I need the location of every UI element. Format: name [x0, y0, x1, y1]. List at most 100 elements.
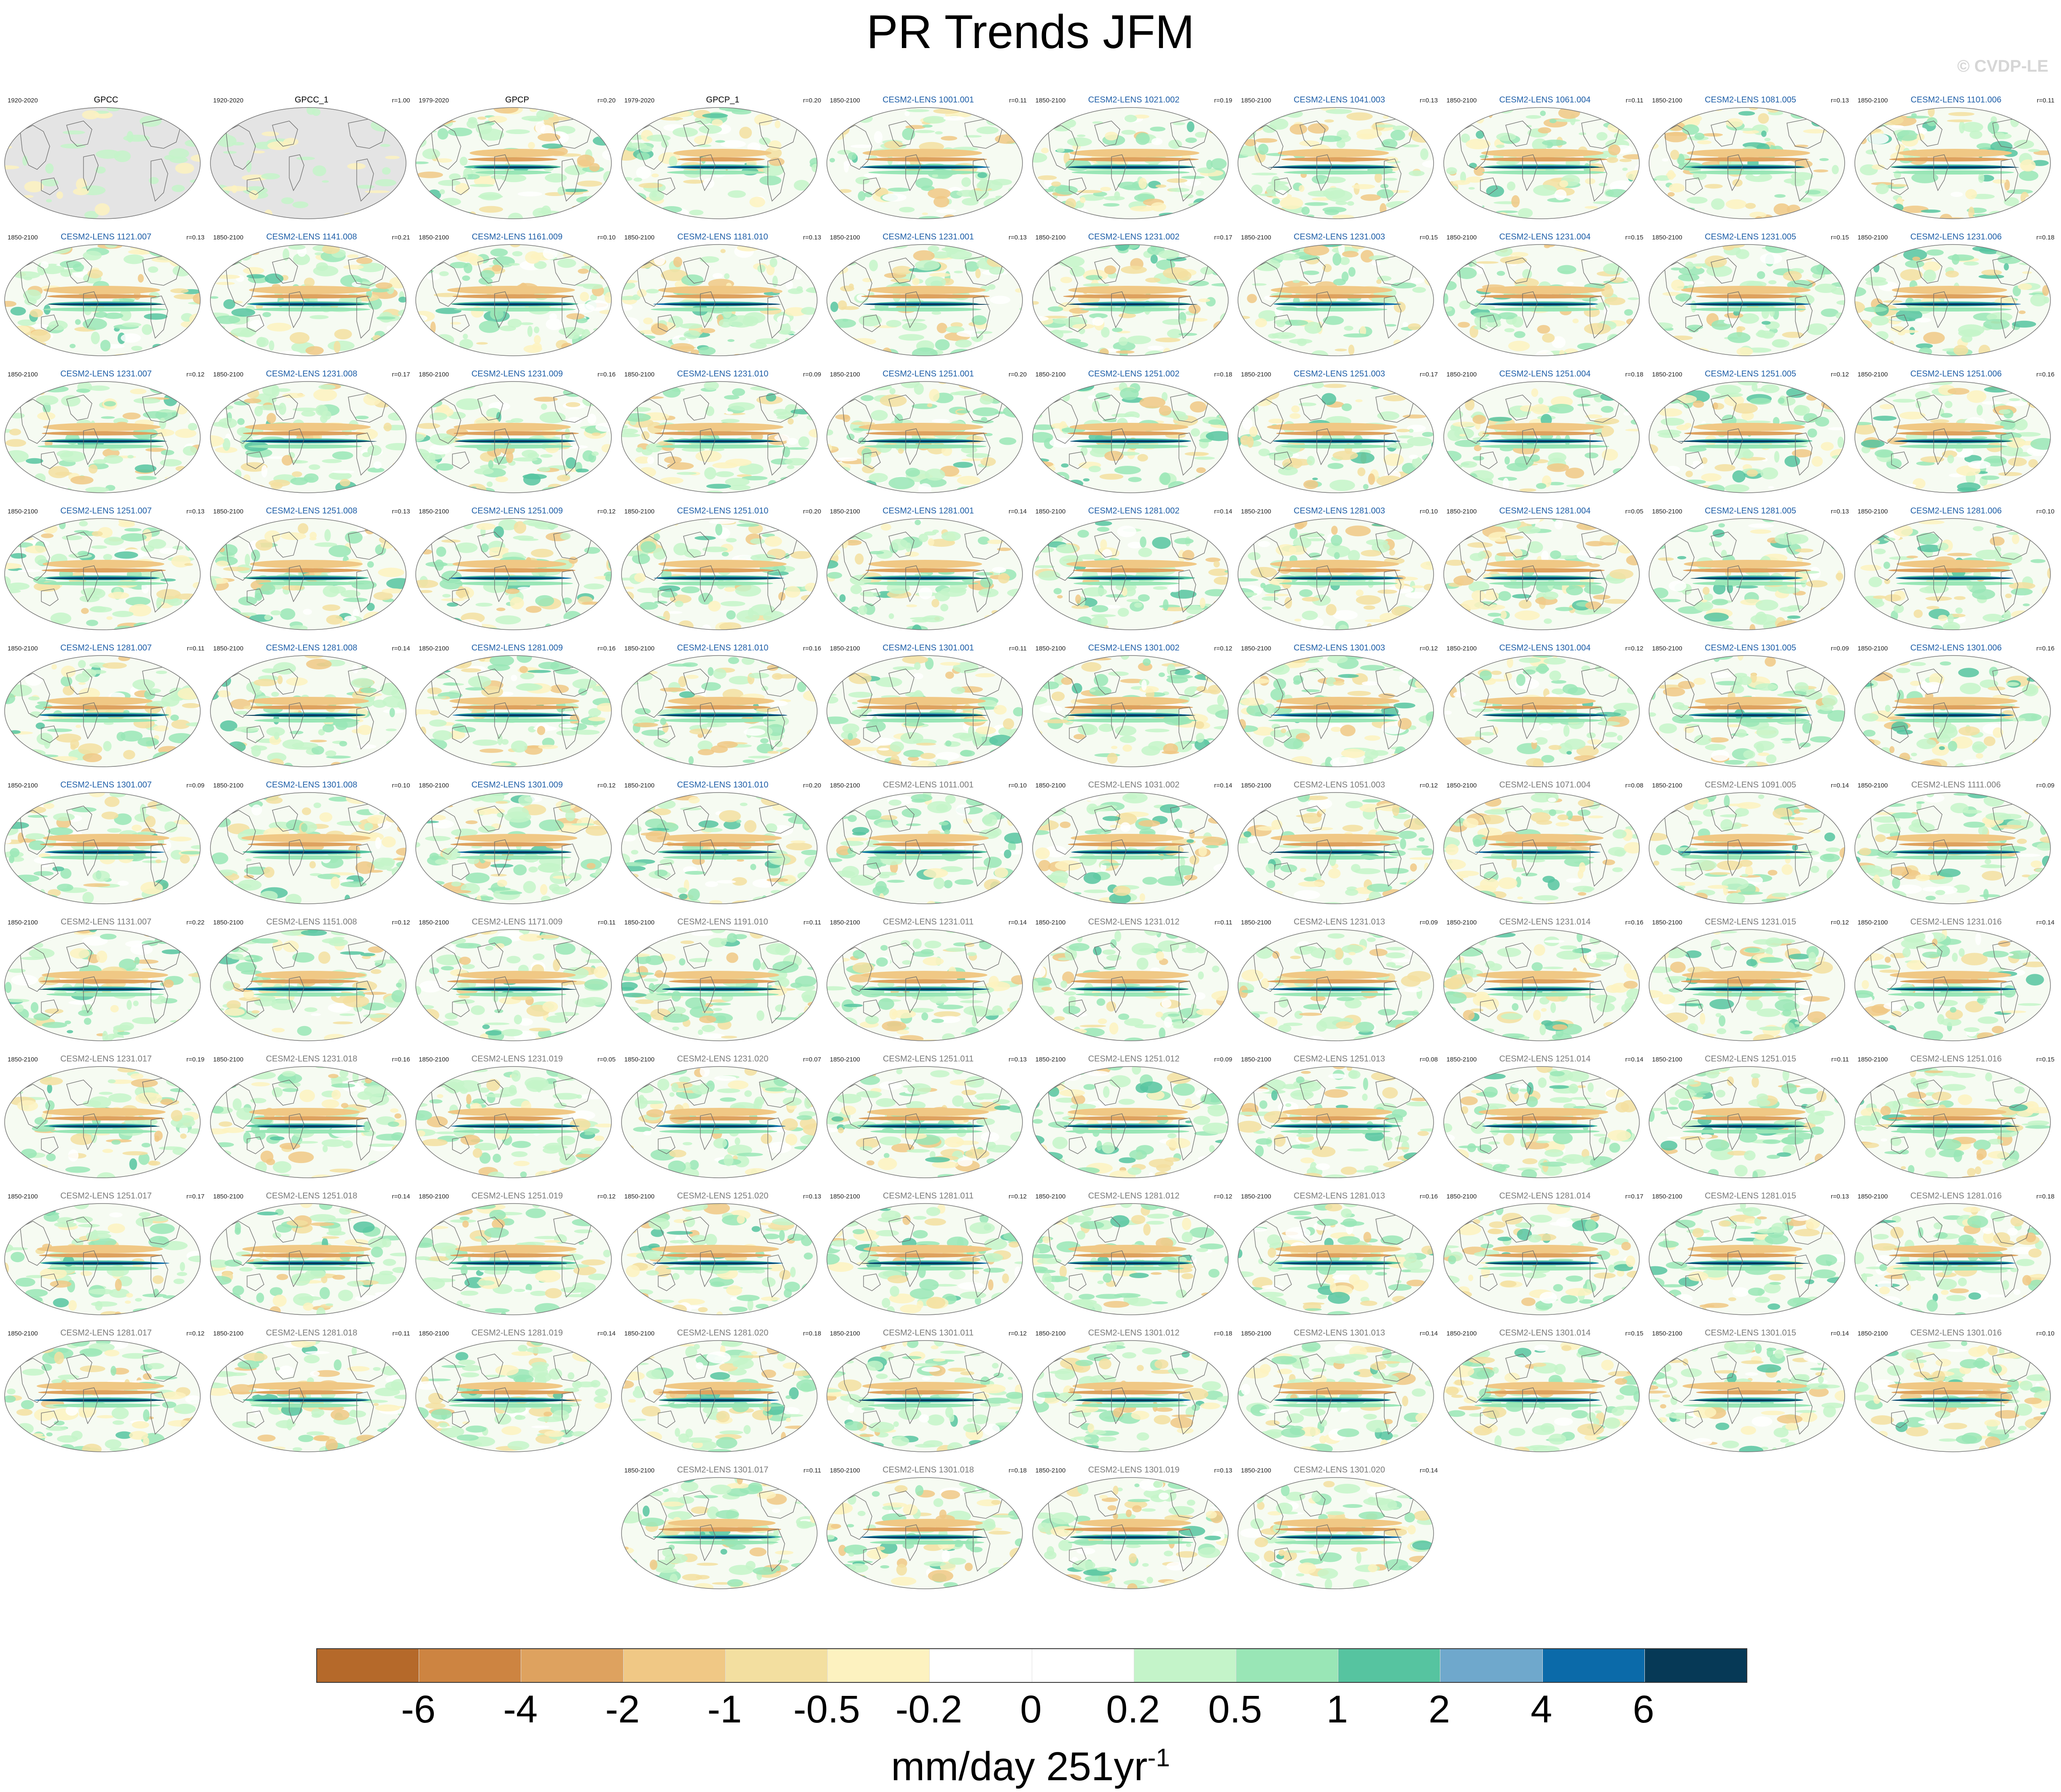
colorbar-tick-label: -4 — [503, 1686, 538, 1733]
panel-correlation: r=0.11 — [187, 645, 204, 652]
colorbar-tick-label: 0.2 — [1106, 1686, 1160, 1733]
panel-label: GPCC_1 — [209, 95, 414, 105]
panel-correlation: r=0.14 — [1009, 919, 1027, 926]
panel-correlation: r=0.15 — [1625, 234, 1644, 241]
panel-correlation: r=0.13 — [803, 234, 821, 241]
panel-label: CESM2-LENS 1231.020 — [620, 1054, 826, 1064]
panel-correlation: r=0.12 — [186, 1330, 204, 1337]
panel-correlation: r=0.14 — [1420, 1330, 1438, 1337]
panel-correlation: r=0.11 — [1831, 1056, 1849, 1063]
trend-map — [209, 517, 407, 631]
panel-label: CESM2-LENS 1061.004 — [1442, 95, 1648, 105]
panel-label: CESM2-LENS 1251.006 — [1854, 369, 2059, 379]
panel-label: CESM2-LENS 1191.010 — [620, 917, 826, 927]
panel-correlation: r=0.12 — [597, 508, 616, 515]
panel-label: CESM2-LENS 1251.012 — [1031, 1054, 1237, 1064]
panel-correlation: r=0.11 — [1626, 97, 1644, 104]
trend-map — [1648, 517, 1846, 631]
panel-correlation: r=0.14 — [392, 1193, 410, 1200]
trend-map — [3, 791, 202, 905]
colorbar-swatch — [419, 1649, 521, 1682]
panel-label: CESM2-LENS 1231.007 — [3, 369, 209, 379]
trend-map — [1442, 1339, 1641, 1453]
panel-label: CESM2-LENS 1301.010 — [620, 780, 826, 790]
trend-map — [1442, 380, 1641, 494]
trend-map — [209, 1065, 407, 1179]
panel-correlation: r=0.18 — [1625, 371, 1644, 378]
trend-map — [1442, 1202, 1641, 1316]
panel-correlation: r=0.14 — [1625, 1056, 1644, 1063]
panel-correlation: r=0.22 — [186, 919, 204, 926]
trend-map — [826, 380, 1024, 494]
panel-label: CESM2-LENS 1281.001 — [826, 506, 1031, 516]
colorbar-swatch — [1645, 1649, 1746, 1682]
panel-label: CESM2-LENS 1231.002 — [1031, 232, 1237, 242]
panel-correlation: r=0.20 — [803, 508, 821, 515]
panel-label: CESM2-LENS 1281.003 — [1237, 506, 1442, 516]
panel-label: CESM2-LENS 1281.005 — [1648, 506, 1853, 516]
panel-label: CESM2-LENS 1301.005 — [1648, 643, 1853, 653]
trend-map — [209, 654, 407, 768]
trend-map — [1237, 517, 1435, 631]
panel-label: CESM2-LENS 1231.018 — [209, 1054, 414, 1064]
panel-correlation: r=0.18 — [1214, 371, 1232, 378]
colorbar-tick-label: 1 — [1326, 1686, 1348, 1733]
panel-correlation: r=0.09 — [1831, 645, 1849, 652]
trend-map — [1442, 106, 1641, 220]
trend-map — [1031, 1202, 1230, 1316]
panel-correlation: r=0.09 — [803, 371, 821, 378]
trend-map — [620, 928, 818, 1042]
trend-map — [209, 928, 407, 1042]
panel-correlation: r=0.05 — [1625, 508, 1644, 515]
colorbar-tick-label: 2 — [1429, 1686, 1450, 1733]
trend-map — [1442, 654, 1641, 768]
colorbar-swatch — [1236, 1649, 1338, 1682]
trend-map — [620, 243, 818, 357]
colorbar-tick-label: -1 — [708, 1686, 742, 1733]
panel-correlation: r=0.11 — [1215, 919, 1232, 926]
panel-correlation: r=0.13 — [1009, 1056, 1027, 1063]
panel-label: CESM2-LENS 1251.015 — [1648, 1054, 1853, 1064]
trend-map — [620, 1065, 818, 1179]
panel-correlation: r=0.14 — [2037, 919, 2055, 926]
colorbar-tick-label: 0 — [1020, 1686, 1041, 1733]
panel-label: CESM2-LENS 1301.020 — [1237, 1465, 1442, 1475]
panel-correlation: r=0.20 — [597, 97, 616, 104]
panel-label: CESM2-LENS 1281.009 — [414, 643, 620, 653]
panel-label: CESM2-LENS 1041.003 — [1237, 95, 1442, 105]
panel-label: CESM2-LENS 1231.016 — [1854, 917, 2059, 927]
panel-correlation: r=0.13 — [392, 508, 410, 515]
panel-label: CESM2-LENS 1181.010 — [620, 232, 826, 242]
trend-map — [209, 243, 407, 357]
panel-correlation: r=0.13 — [1009, 234, 1027, 241]
trend-map — [1031, 243, 1230, 357]
trend-map — [826, 243, 1024, 357]
panel-label: CESM2-LENS 1021.002 — [1031, 95, 1237, 105]
trend-map — [1854, 517, 2052, 631]
panel-correlation: r=0.12 — [1831, 919, 1849, 926]
panel-label: CESM2-LENS 1301.018 — [826, 1465, 1031, 1475]
trend-map — [1237, 654, 1435, 768]
colorbar-tick-label: -0.5 — [793, 1686, 860, 1733]
